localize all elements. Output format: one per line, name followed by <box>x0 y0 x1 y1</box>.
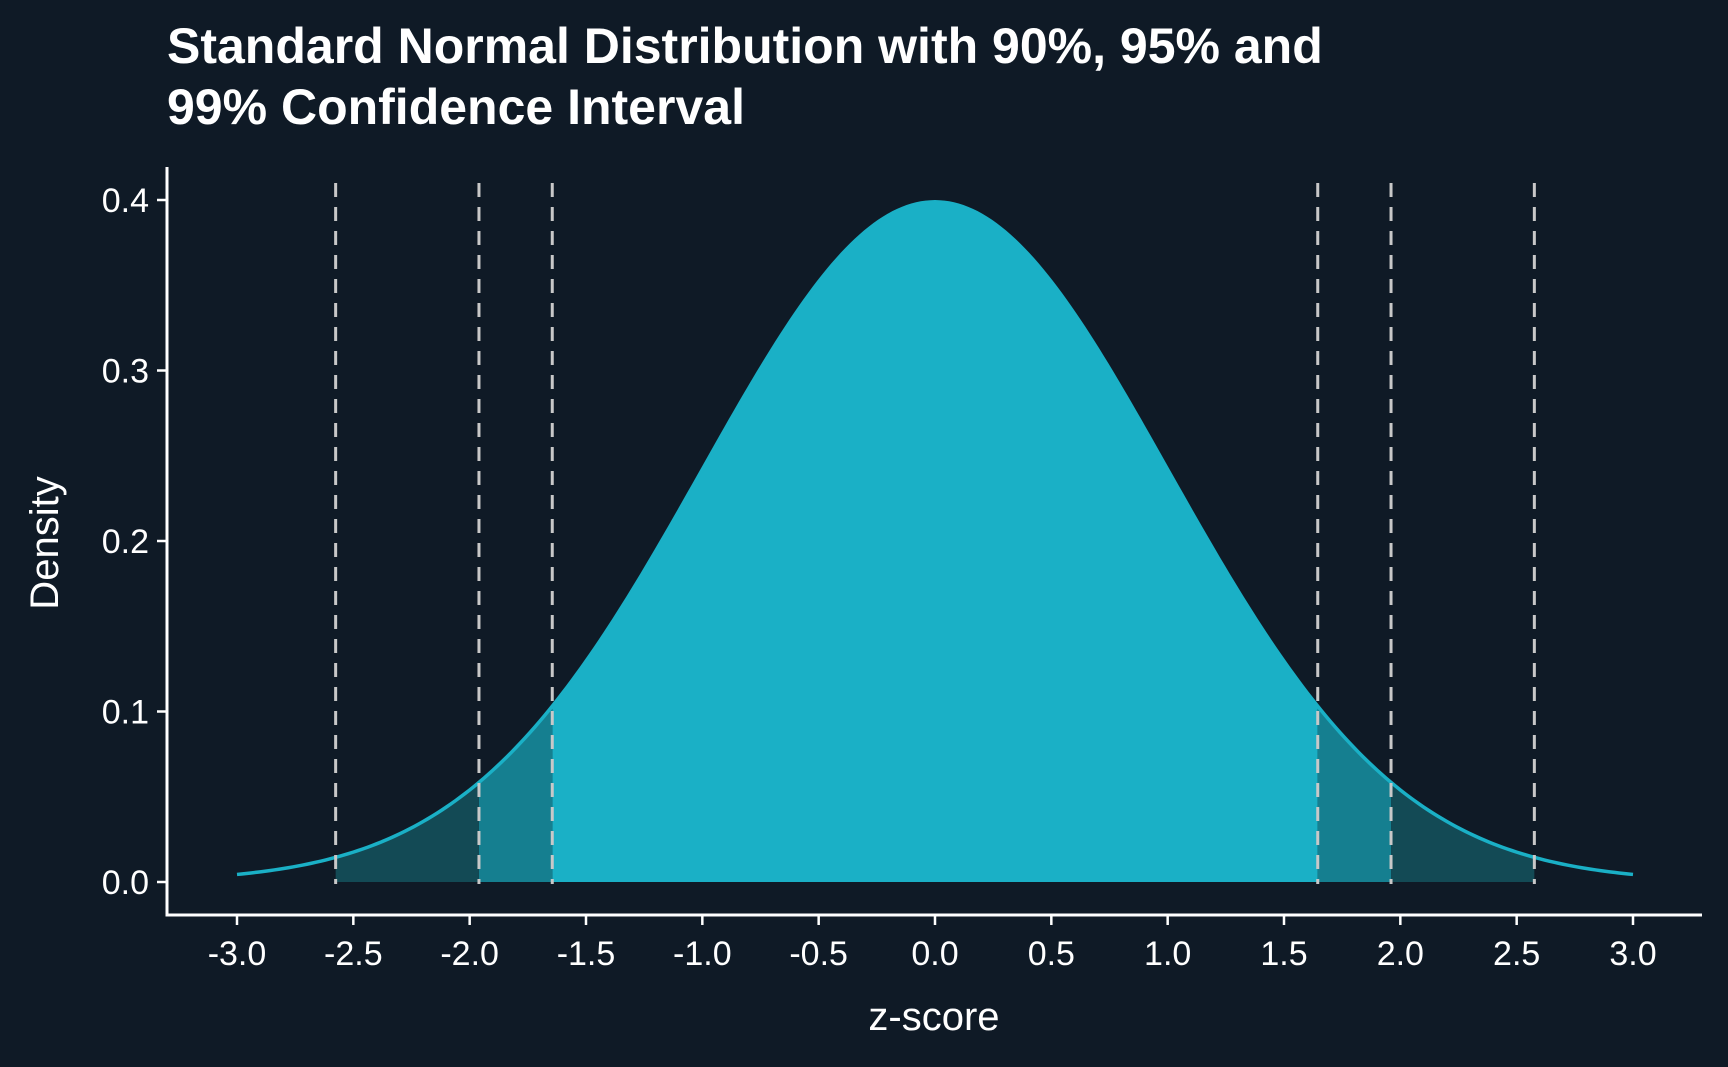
x-tick-label: 1.0 <box>1144 935 1191 973</box>
x-tick-label: 2.0 <box>1377 935 1424 973</box>
shaded-region-4 <box>1391 782 1535 882</box>
x-tick-label: 0.0 <box>911 935 958 973</box>
chart-title-line-2: 99% Confidence Interval <box>167 79 745 135</box>
x-tick-label: 1.5 <box>1260 935 1307 973</box>
y-tick-label: 0.4 <box>102 182 149 220</box>
x-tick-label: 2.5 <box>1493 935 1540 973</box>
shaded-region-3 <box>335 782 479 882</box>
x-tick-label: -2.5 <box>324 935 383 973</box>
x-tick-label: 0.5 <box>1028 935 1075 973</box>
density-curve <box>236 200 1634 877</box>
x-tick-label: -1.0 <box>673 935 732 973</box>
x-tick-label: -3.0 <box>208 935 267 973</box>
x-tick-label: -1.5 <box>557 935 616 973</box>
x-tick-label: -2.0 <box>440 935 499 973</box>
shaded-region-1 <box>478 706 553 882</box>
shaded-region-2 <box>1317 706 1392 882</box>
y-tick-label: 0.3 <box>102 353 149 391</box>
x-axis-title: z-score <box>868 995 999 1039</box>
chart-title-line-1: Standard Normal Distribution with 90%, 9… <box>167 18 1323 74</box>
y-tick-label: 0.1 <box>102 694 149 732</box>
x-tick-label: 3.0 <box>1609 935 1656 973</box>
y-tick-label: 0.0 <box>102 864 149 902</box>
plot-area: -3.0 -2.5 -2.0 -1.5 -1.0 -0.5 0.0 0.5 1.0 1.5 2.0 2… <box>102 167 1702 973</box>
y-axis-title: Density <box>23 476 67 609</box>
x-tick-label: -0.5 <box>789 935 848 973</box>
y-tick-label: 0.2 <box>102 523 149 561</box>
shaded-region-0 <box>552 201 1318 883</box>
